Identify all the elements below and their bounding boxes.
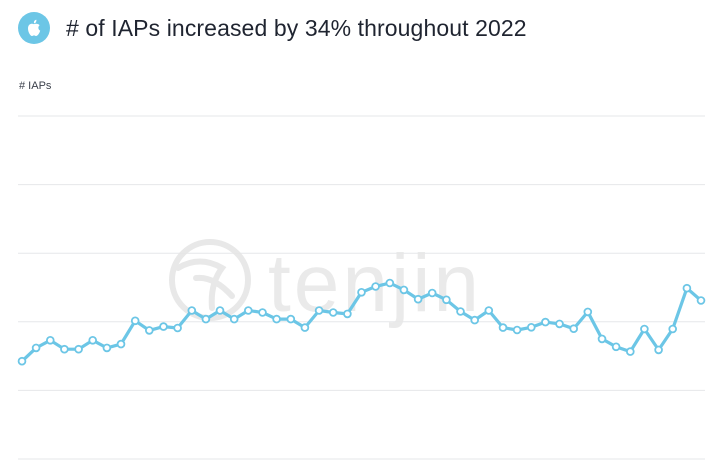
data-point [229,314,239,324]
data-point [258,308,267,317]
chart-header: # of IAPs increased by 34% throughout 20… [18,12,527,44]
data-point [244,306,253,315]
data-point [159,322,168,331]
data-point [385,278,395,288]
data-point [427,288,437,298]
data-point [682,283,692,293]
data-point [60,344,69,354]
data-point [456,307,465,316]
data-point [484,306,494,315]
data-point [512,325,522,335]
data-point [583,307,593,317]
data-point [640,324,649,334]
data-point [130,316,140,326]
data-point [597,334,607,344]
data-point [343,309,352,319]
data-point [328,308,338,317]
data-point [413,294,423,304]
data-point [88,335,97,345]
data-point [272,314,281,324]
data-point [611,342,621,352]
series-layer [17,278,706,366]
data-point [625,347,635,356]
apple-icon [28,19,41,36]
data-point [116,339,126,349]
data-point [173,323,182,333]
data-point [668,324,677,334]
data-point [357,287,366,297]
data-point [442,295,451,305]
data-point [74,344,83,354]
data-point [201,314,211,324]
data-point [399,285,409,295]
data-point [187,306,197,315]
data-point [569,324,578,334]
data-point [215,306,225,315]
watermark: tenjin [169,238,479,329]
data-point [31,343,41,353]
data-point [300,323,310,332]
data-point [696,296,706,305]
data-point [541,317,550,327]
data-point [371,282,380,291]
data-point [314,306,324,315]
data-point [145,326,154,335]
data-point [654,345,663,355]
data-point [45,335,55,345]
data-point [526,322,536,332]
y-axis-label: # IAPs [19,80,52,92]
apple-badge [18,12,50,44]
data-point [555,319,564,329]
data-point [102,343,112,353]
data-point [17,356,27,366]
data-point [498,323,508,332]
chart-title: # of IAPs increased by 34% throughout 20… [66,14,527,41]
data-point [470,315,480,325]
data-point [286,314,296,324]
